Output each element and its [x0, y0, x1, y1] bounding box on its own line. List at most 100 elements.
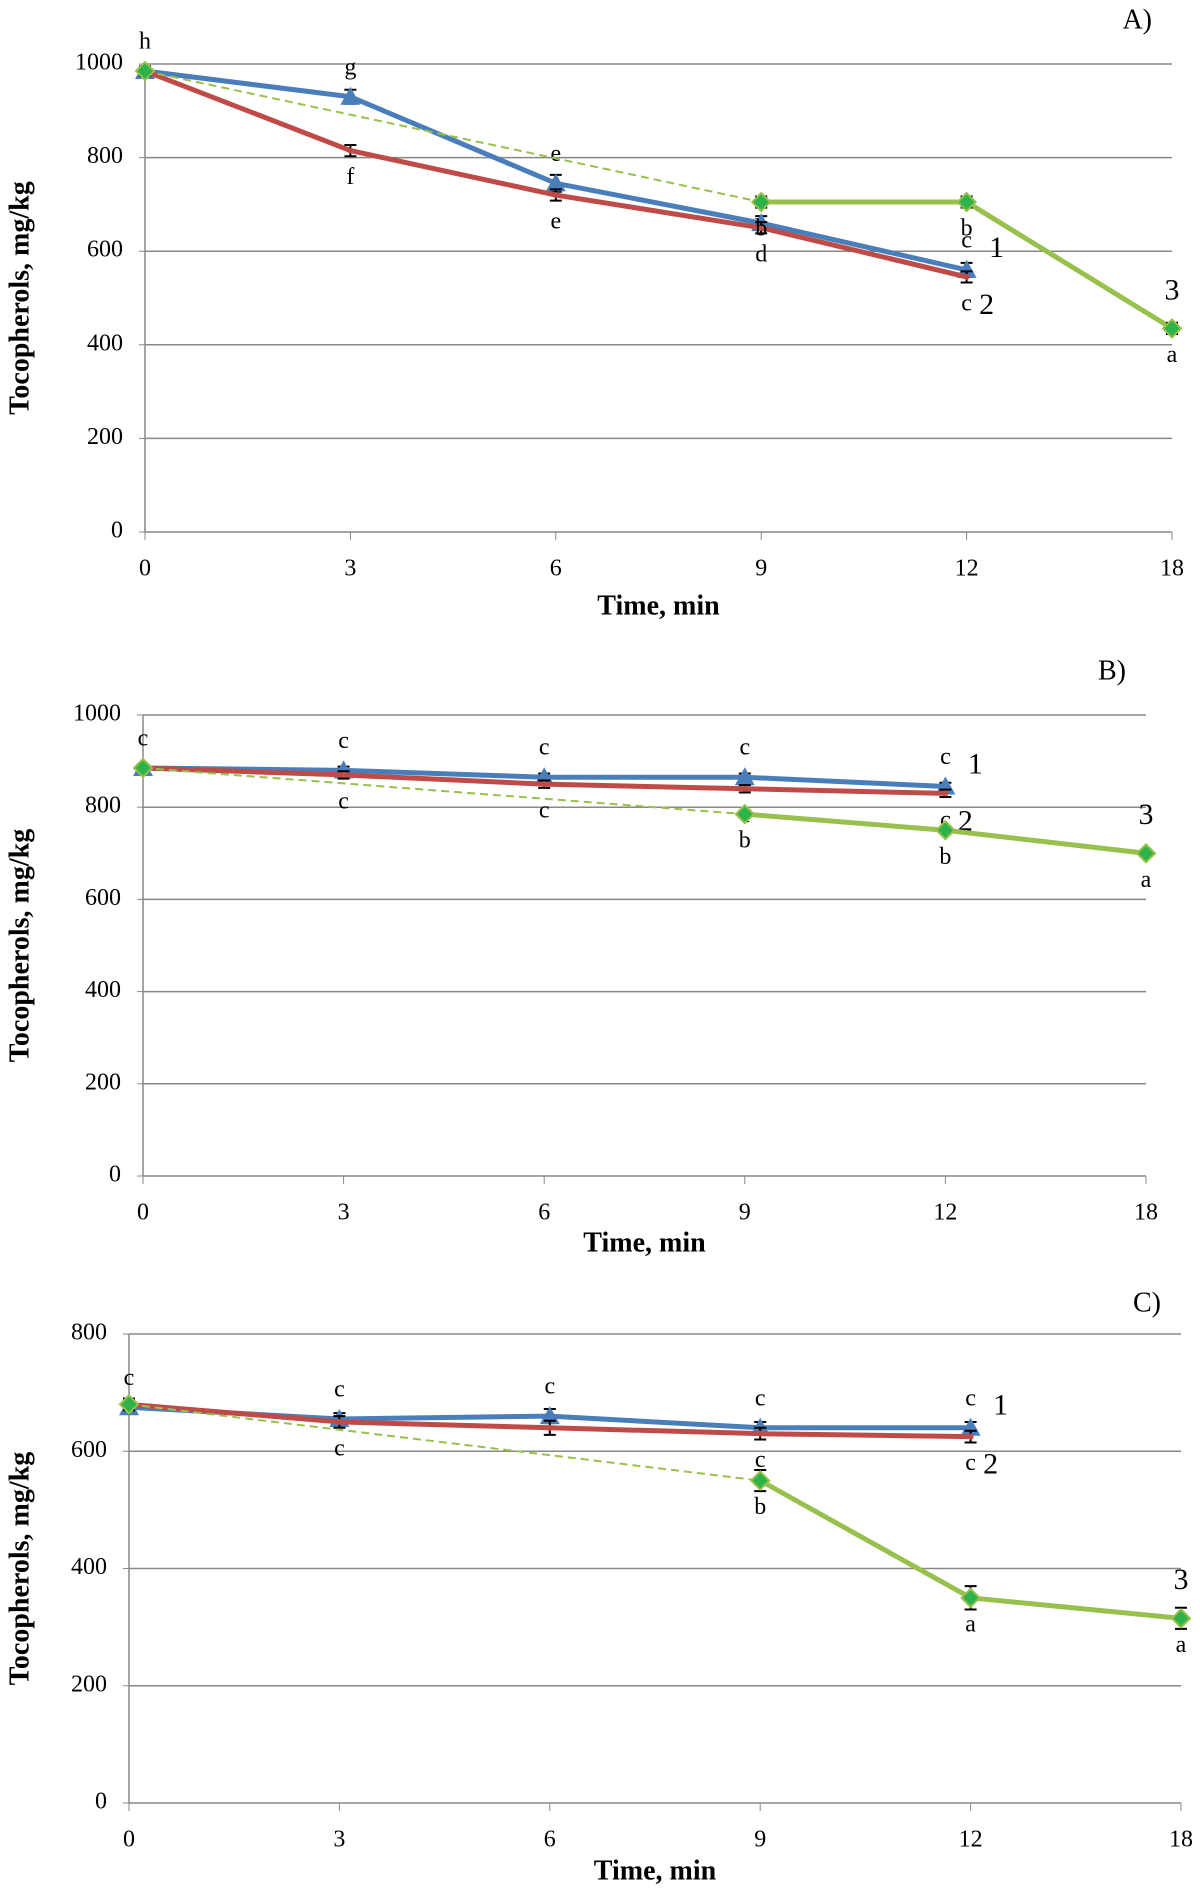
point — [749, 1470, 771, 1491]
series-name: 3 — [1165, 273, 1180, 306]
point — [1170, 1607, 1192, 1629]
point-label: a — [1167, 342, 1178, 368]
point-label: d — [755, 241, 767, 267]
point — [757, 1430, 764, 1437]
point — [750, 191, 772, 213]
x-tick-label: 18 — [1169, 1827, 1193, 1853]
point-label: a — [1141, 867, 1152, 893]
point — [963, 273, 970, 280]
gap-connector — [128, 1403, 761, 1482]
series-name: 2 — [983, 1447, 998, 1480]
point — [758, 224, 765, 231]
series-line — [144, 68, 968, 273]
point-label: c — [338, 788, 349, 814]
y-tick-label: 400 — [87, 330, 123, 356]
series-name: 3 — [1174, 1563, 1189, 1596]
point-label: g — [344, 54, 356, 80]
point — [960, 1587, 982, 1609]
point — [541, 781, 548, 788]
point-label: c — [138, 726, 149, 752]
point — [1161, 318, 1183, 339]
point-label: c — [940, 744, 951, 770]
x-tick-label: 3 — [333, 1827, 345, 1853]
y-tick-label: 1000 — [75, 50, 123, 76]
point-label: c — [544, 1374, 555, 1400]
x-tick-label: 18 — [1160, 556, 1184, 582]
point — [118, 1393, 140, 1415]
point — [539, 1406, 560, 1425]
x-axis-title: Time, min — [597, 590, 720, 621]
point — [347, 147, 354, 154]
panel-title: C) — [1133, 1287, 1161, 1318]
y-tick-label: 800 — [85, 793, 121, 819]
point-label: c — [338, 728, 349, 754]
point-label: c — [755, 1447, 766, 1473]
y-tick-label: 1000 — [73, 701, 121, 727]
point-label: b — [939, 844, 951, 870]
point — [132, 757, 154, 779]
x-axis-title: Time, min — [583, 1227, 706, 1258]
point-label: b — [961, 216, 973, 242]
x-tick-label: 3 — [338, 1200, 350, 1226]
point — [942, 790, 949, 797]
point-label: e — [550, 209, 561, 235]
series-name: 1 — [993, 1389, 1008, 1422]
gap-connector — [142, 767, 745, 816]
point — [734, 767, 755, 786]
point-label: c — [539, 798, 550, 824]
y-tick-label: 200 — [71, 1671, 107, 1697]
x-tick-label: 3 — [344, 556, 356, 582]
point-label: a — [965, 1611, 976, 1637]
point-label: e — [550, 141, 561, 167]
panel-title: B) — [1098, 655, 1126, 686]
point — [1135, 842, 1157, 864]
x-tick-label: 6 — [550, 556, 562, 582]
point — [734, 803, 756, 825]
y-tick-label: 400 — [85, 977, 121, 1003]
point-label: a — [1176, 1632, 1187, 1658]
x-tick-label: 6 — [538, 1200, 550, 1226]
series-name: 2 — [958, 804, 973, 837]
series-name: 2 — [979, 288, 994, 321]
y-tick-label: 800 — [71, 1320, 107, 1346]
y-tick-label: 200 — [87, 424, 123, 450]
point — [741, 785, 748, 792]
point-label: b — [755, 216, 767, 242]
point-label: c — [961, 227, 972, 253]
point-label: c — [961, 290, 972, 316]
x-tick-label: 12 — [955, 556, 979, 582]
x-tick-label: 9 — [754, 1827, 766, 1853]
point-label: c — [755, 1385, 766, 1411]
point — [956, 191, 978, 213]
point — [546, 1424, 553, 1431]
point — [545, 173, 566, 192]
x-tick-label: 12 — [933, 1200, 957, 1226]
x-tick-label: 0 — [139, 556, 151, 582]
y-axis-title: Tocopherols, mg/kg — [4, 181, 35, 414]
x-tick-label: 12 — [959, 1827, 983, 1853]
y-tick-label: 800 — [87, 143, 123, 169]
point — [552, 192, 559, 199]
point — [967, 1433, 974, 1440]
series-name: 3 — [1139, 798, 1154, 831]
point-label: c — [965, 1385, 976, 1411]
point — [340, 86, 361, 105]
x-tick-label: 18 — [1134, 1200, 1158, 1226]
point — [934, 819, 956, 841]
x-tick-label: 0 — [123, 1827, 135, 1853]
y-axis-title: Tocopherols, mg/kg — [4, 829, 35, 1062]
point-label: h — [139, 29, 151, 55]
y-tick-label: 600 — [71, 1437, 107, 1463]
point — [134, 60, 156, 82]
x-tick-label: 9 — [739, 1200, 751, 1226]
y-tick-label: 0 — [109, 1162, 121, 1188]
point-label: b — [754, 1494, 766, 1520]
y-axis-title: Tocopherols, mg/kg — [4, 1452, 35, 1685]
point-label: c — [124, 1365, 135, 1391]
y-tick-label: 400 — [71, 1554, 107, 1580]
point-label: c — [334, 1435, 345, 1461]
x-axis-title: Time, min — [594, 1855, 717, 1886]
gap-connector — [144, 70, 762, 204]
point — [336, 1418, 343, 1425]
series-name: 1 — [989, 231, 1004, 264]
